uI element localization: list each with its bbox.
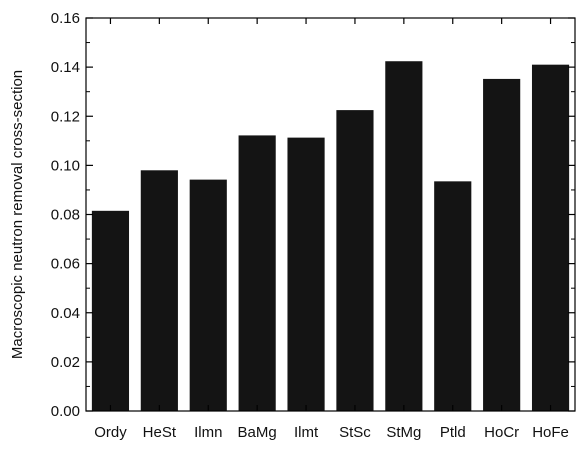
x-tick-label-ilmn: Ilmn: [194, 424, 222, 441]
bar-stmg: [385, 61, 423, 411]
bar-bamg: [238, 135, 276, 411]
y-tick-label: 0.00: [51, 403, 80, 420]
bar-hofe: [531, 64, 570, 412]
y-tick-label: 0.10: [51, 157, 80, 174]
y-tick-label: 0.04: [51, 305, 80, 322]
bar-ordy: [91, 210, 130, 411]
bar-hest: [140, 170, 178, 411]
y-tick-label: 0.08: [51, 207, 80, 224]
x-tick-label-ordy: Ordy: [94, 424, 127, 441]
x-tick-label-hest: HeSt: [143, 424, 177, 441]
bars-layer: [91, 61, 570, 412]
bar-ilmn: [189, 179, 227, 411]
x-tick-label-hocr: HoCr: [484, 424, 519, 441]
y-axis-label: Macroscopic neutron removal cross-sectio…: [9, 70, 26, 359]
y-tick-label: 0.16: [51, 10, 80, 27]
x-tick-label-ptld: Ptld: [440, 424, 466, 441]
bar-ptld: [434, 181, 472, 411]
x-tick-label-hofe: HoFe: [532, 424, 569, 441]
bar-stsc: [336, 110, 374, 412]
x-tick-label-stsc: StSc: [339, 424, 371, 441]
axes-layer: [85, 17, 576, 412]
x-tick-label-ilmt: Ilmt: [294, 424, 319, 441]
x-tick-label-bamg: BaMg: [238, 424, 277, 441]
y-tick-label: 0.06: [51, 256, 80, 273]
x-tick-label-stmg: StMg: [386, 424, 421, 441]
y-tick-label: 0.12: [51, 108, 80, 125]
bar-hocr: [483, 78, 521, 412]
y-tick-label: 0.14: [51, 59, 80, 76]
labels-layer: 0.00 0.02 0.04 0.06 0.08 0.10 0.12 0.14 0.16 Ordy…: [51, 10, 569, 441]
y-tick-label: 0.02: [51, 354, 80, 371]
bar-ilmt: [287, 137, 325, 411]
